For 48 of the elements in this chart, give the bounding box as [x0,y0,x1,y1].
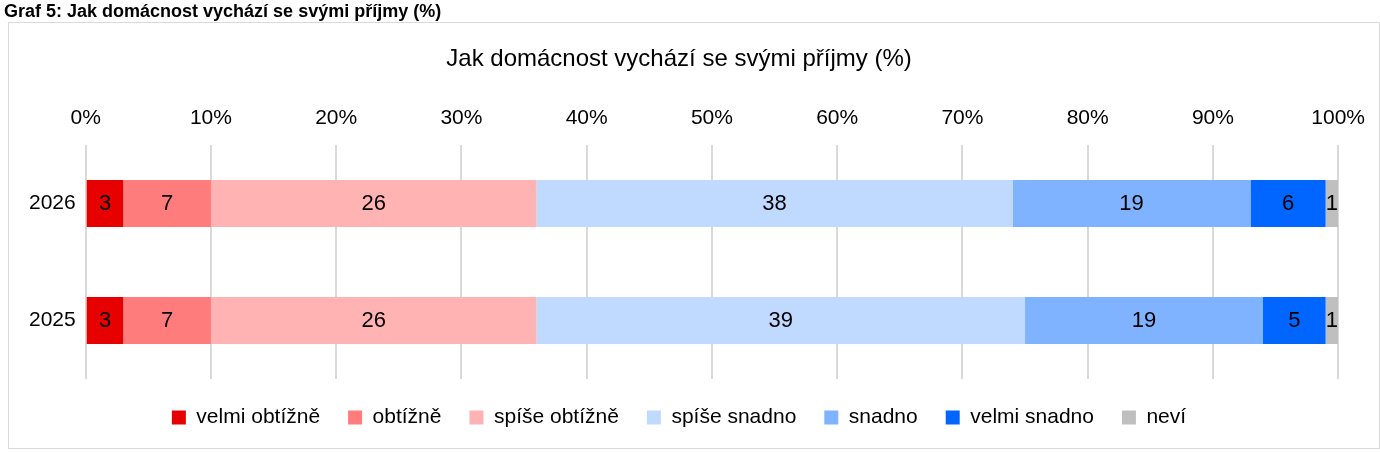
data-label: 38 [762,189,787,215]
text: Graf 5: Jak domácnost vychází se svými příjmy (%) [4,1,443,21]
data-label: 19 [1119,189,1144,215]
x-tick-label: 0% [70,105,101,129]
data-label: 3 [98,306,112,332]
x-tick-label: 60% [816,105,859,129]
bar [1263,297,1326,344]
bar [1012,180,1251,227]
y-tick-label: 2025 [29,307,76,331]
legend-label: velmi obtížně [196,404,321,428]
x-tick-label: 40% [565,105,608,129]
data-label: 3 [98,189,112,215]
data-label: 7 [161,306,174,332]
legend-label: neví [1146,404,1187,428]
x-tick-label: 70% [941,105,984,129]
x-tick-label: 30% [440,105,483,129]
bar [123,180,211,227]
bar [1250,180,1326,227]
y-tick-label: 2026 [29,190,76,214]
x-tick-label: 90% [1191,105,1234,129]
legend-label: spíše snadno [671,404,797,428]
data-label: 39 [768,306,794,332]
data-label: 5 [1288,306,1301,332]
legend-label: spíše obtížně [493,404,619,428]
bar [86,180,124,227]
legend-label: obtížně [372,404,442,428]
x-tick-label: 100% [1311,105,1365,129]
data-label: 26 [361,306,387,332]
data-label: 6 [1281,189,1295,215]
x-tick-label: 80% [1066,105,1109,129]
bar [86,297,124,344]
legend-label: velmi snadno [970,404,1094,428]
bar [536,297,1026,344]
bar [123,297,211,344]
data-label: 19 [1131,306,1157,332]
x-tick-label: 50% [690,105,733,129]
bar [536,180,1013,227]
data-label: 1 [1325,306,1339,332]
bar [210,297,537,344]
legend-label: snadno [848,404,918,428]
x-tick-label: 20% [315,105,358,129]
bar [210,180,537,227]
data-label: 7 [161,189,174,215]
data-label: 1 [1325,189,1339,215]
x-tick-label: 10% [189,105,232,129]
chart-title: Jak domácnost vychází se svými příjmy (%) [446,44,912,72]
data-label: 26 [361,189,387,215]
bar [1025,297,1263,344]
